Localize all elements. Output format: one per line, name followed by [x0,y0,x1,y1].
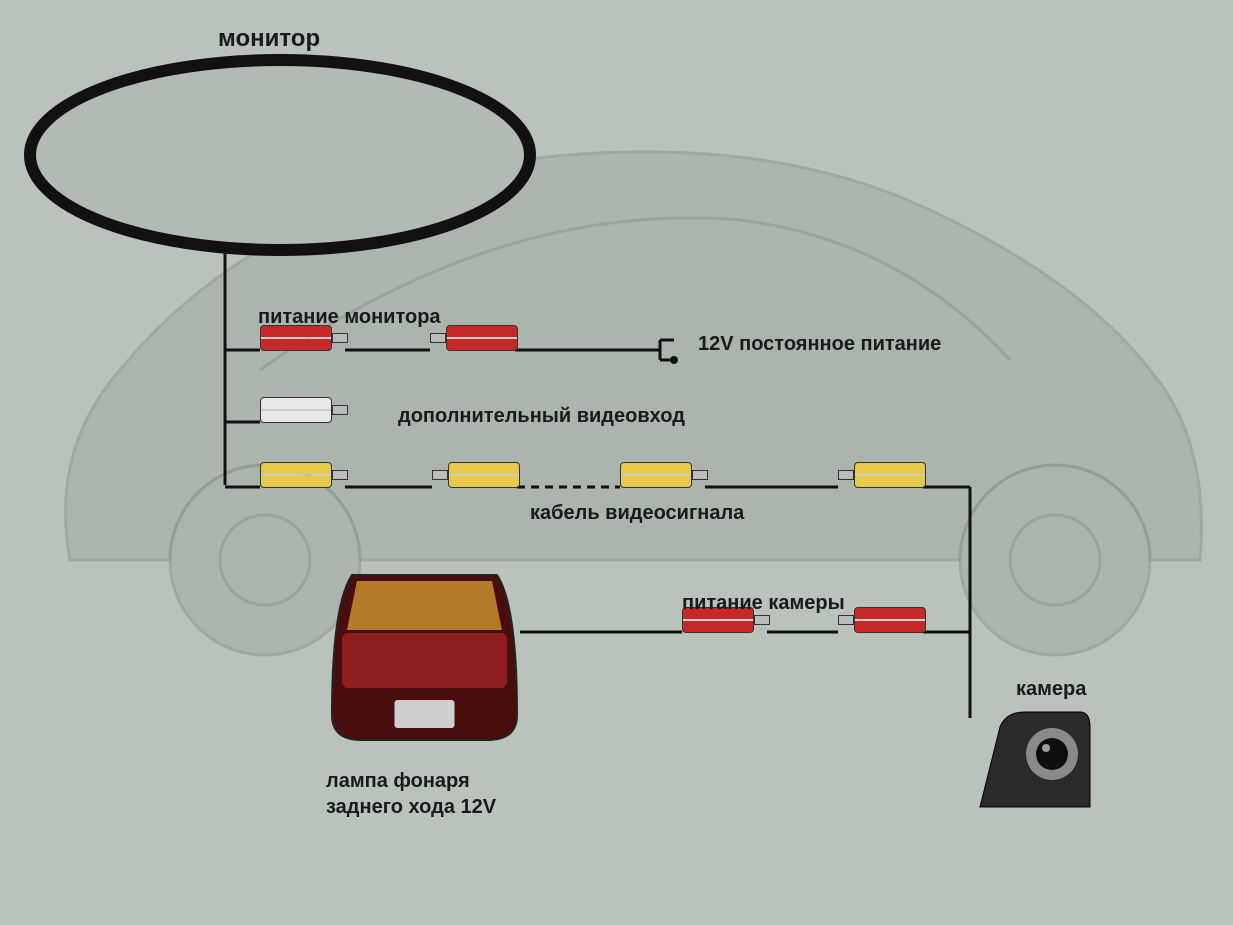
rca-monitor-power-out [260,326,348,350]
label-const-power: 12V постоянное питание [698,333,941,356]
label-camera-power: питание камеры [682,592,845,615]
rca-extra-video-in [260,398,348,422]
rca-video-camera-side [838,463,926,487]
label-camera: камера [1016,678,1086,701]
wiring-overlay [0,0,1233,925]
label-reverse-lamp-l2: заднего хода 12V [326,796,496,819]
label-extra-video-in: дополнительный видеовход [398,405,685,428]
rca-video-cable-a [432,463,520,487]
rca-camera-power-in [838,608,926,632]
rca-video-cable-b [620,463,708,487]
taillight-icon [332,575,517,740]
label-monitor-power: питание монитора [258,306,441,329]
label-monitor: монитор [218,25,320,53]
power-terminal-icon [660,340,678,364]
label-video-cable: кабель видеосигнала [530,502,744,525]
mirror-monitor [30,60,530,250]
diagram-stage: монитор питание монитора 12V постоянное пи… [0,0,1233,925]
label-reverse-lamp-l1: лампа фонаря [326,770,470,793]
rca-video-main-out [260,463,348,487]
rca-monitor-power-in [430,326,518,350]
camera-icon [980,712,1090,807]
